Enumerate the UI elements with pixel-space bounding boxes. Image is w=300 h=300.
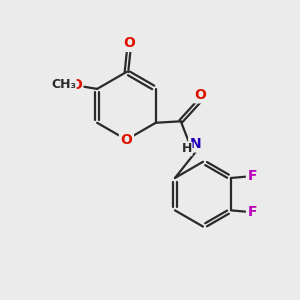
Text: CH₃: CH₃ bbox=[51, 78, 76, 91]
Text: F: F bbox=[248, 169, 257, 184]
Text: O: O bbox=[195, 88, 206, 102]
Text: H: H bbox=[182, 142, 192, 155]
Text: O: O bbox=[70, 78, 82, 92]
Text: O: O bbox=[121, 133, 132, 147]
Text: O: O bbox=[123, 36, 135, 50]
Text: N: N bbox=[190, 137, 201, 151]
Text: F: F bbox=[248, 205, 257, 219]
